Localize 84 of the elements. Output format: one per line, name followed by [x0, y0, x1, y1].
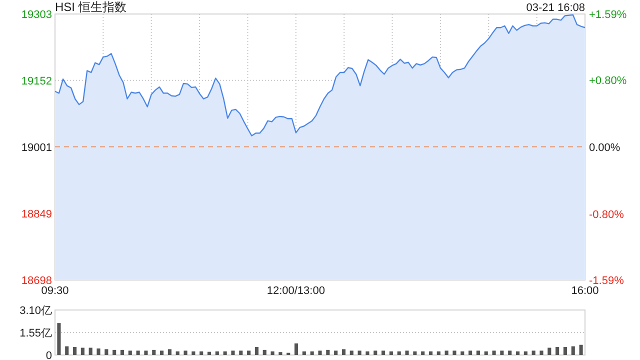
bar	[136, 350, 140, 355]
bar	[342, 349, 346, 355]
bar	[334, 350, 338, 355]
bar	[452, 350, 456, 355]
bar	[207, 352, 212, 355]
y-tick-label: 0	[46, 350, 52, 360]
bar	[270, 351, 274, 355]
bar	[239, 350, 243, 355]
bar	[144, 350, 148, 355]
bar	[176, 351, 180, 355]
bar	[500, 350, 504, 355]
bar	[444, 350, 448, 355]
chart-title: HSI 恒生指数	[55, 0, 126, 14]
bar	[405, 350, 409, 355]
annotation: 03-21 16:08	[526, 2, 585, 14]
bar	[540, 350, 544, 355]
bar	[358, 350, 362, 355]
bar	[200, 351, 204, 355]
x-tick-label: 09:30	[41, 285, 69, 297]
bar	[192, 351, 196, 355]
y-tick-label: 19303	[21, 9, 52, 21]
bar	[294, 343, 298, 355]
bar	[247, 350, 251, 355]
bar	[310, 351, 314, 355]
y-tick-label: 1.55亿	[20, 328, 52, 340]
bar	[231, 350, 235, 355]
y-tick-label: 18849	[21, 208, 52, 221]
bar	[128, 350, 132, 355]
bar	[548, 348, 552, 355]
bar	[262, 350, 266, 355]
bar	[579, 344, 583, 355]
bar	[184, 350, 188, 355]
bar	[397, 351, 401, 355]
bar	[57, 323, 61, 355]
bar	[318, 350, 322, 355]
y-tick-label: 19152	[21, 75, 52, 88]
bar	[104, 349, 108, 355]
bar	[152, 350, 156, 355]
bar	[563, 347, 568, 355]
bar	[556, 347, 560, 355]
bar	[382, 350, 386, 355]
bar	[278, 352, 282, 355]
bar	[413, 351, 417, 355]
y2-tick-label: 0.00%	[589, 142, 620, 154]
bar	[72, 347, 77, 355]
bar	[421, 351, 425, 355]
bar	[215, 351, 219, 355]
bar	[524, 351, 528, 355]
bar	[460, 351, 464, 355]
bar	[374, 350, 378, 355]
bar	[88, 348, 92, 355]
y2-tick-label: -0.80%	[589, 208, 624, 221]
y2-tick-label: -1.59%	[589, 275, 624, 287]
bar	[65, 346, 69, 355]
bar	[254, 347, 258, 355]
y-tick-label: 18698	[21, 275, 52, 287]
bar	[160, 350, 164, 355]
y-tick-label: 3.10亿	[20, 305, 52, 317]
bar	[80, 348, 84, 355]
bar	[484, 351, 488, 355]
bar	[492, 350, 496, 355]
bar	[366, 351, 370, 355]
bar	[468, 350, 472, 355]
bar	[168, 349, 172, 355]
bar	[112, 350, 116, 355]
bar	[120, 350, 124, 355]
y2-tick-label: +1.59%	[589, 9, 627, 21]
x-tick-label: 16:00	[571, 285, 599, 297]
bar	[96, 348, 100, 355]
bar	[350, 350, 354, 355]
bar	[571, 346, 575, 355]
bar	[532, 350, 536, 355]
bar	[302, 351, 306, 355]
y2-tick-label: +0.80%	[589, 75, 627, 88]
bar	[508, 350, 512, 355]
bar	[476, 350, 480, 355]
bar	[516, 351, 520, 355]
bar	[428, 351, 433, 355]
y-tick-label: 19001	[21, 142, 52, 154]
bar	[326, 350, 330, 355]
bar	[389, 351, 393, 355]
x-tick-label: 12:00/13:00	[266, 285, 325, 297]
bar	[223, 351, 227, 355]
bar	[436, 351, 440, 355]
